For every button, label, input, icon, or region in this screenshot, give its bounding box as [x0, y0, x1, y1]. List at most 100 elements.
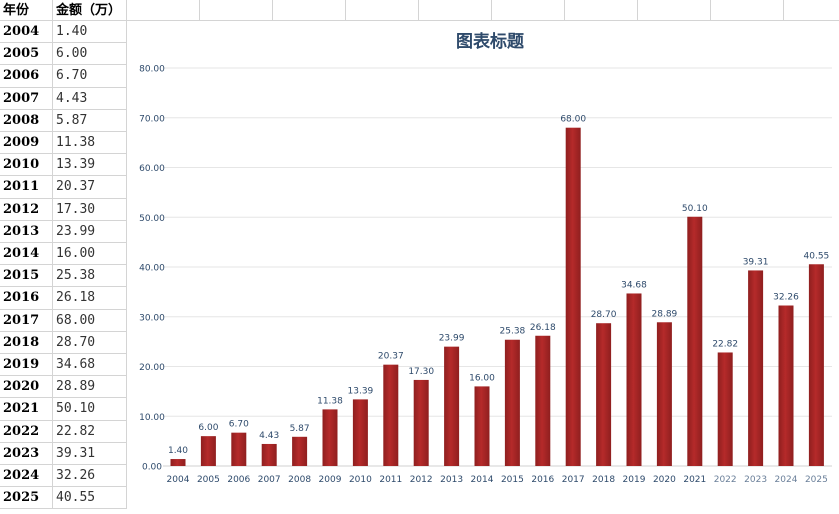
- cell-year[interactable]: 2019: [0, 354, 53, 377]
- chart-svg: 图表标题 0.00 10.00 20.00 30.00 40.00 50.00 60.00 70…: [139, 31, 832, 485]
- x-tick-label: 2013: [440, 475, 463, 485]
- column-gridline: [564, 0, 565, 21]
- bar: [352, 399, 368, 466]
- x-tick-label: 2012: [410, 475, 433, 485]
- data-label: 6.70: [229, 420, 249, 430]
- cell-amount[interactable]: 16.00: [53, 243, 127, 266]
- header-cell-amount[interactable]: 金额（万）: [53, 0, 127, 21]
- column-gridline: [199, 0, 200, 21]
- cell-amount[interactable]: 39.31: [53, 442, 127, 465]
- cell-amount[interactable]: 6.70: [53, 65, 127, 88]
- data-label: 1.40: [168, 446, 188, 456]
- bar: [778, 305, 794, 466]
- x-tick-label: 2010: [349, 475, 372, 485]
- cell-year[interactable]: 2023: [0, 442, 53, 465]
- x-tick-label: 2015: [501, 475, 524, 485]
- cell-year[interactable]: 2006: [0, 65, 53, 88]
- bar: [231, 432, 247, 466]
- column-gridline: [491, 0, 492, 21]
- cell-amount[interactable]: 25.38: [53, 265, 127, 288]
- cell-year[interactable]: 2005: [0, 43, 53, 66]
- data-label: 68.00: [560, 115, 586, 125]
- x-tick-label: 2019: [623, 475, 646, 485]
- column-gridline: [418, 0, 419, 21]
- bar: [717, 352, 733, 466]
- cell-amount[interactable]: 6.00: [53, 43, 127, 66]
- x-tick-label: 2024: [775, 475, 798, 485]
- data-label: 17.30: [408, 367, 434, 377]
- cell-year[interactable]: 2008: [0, 109, 53, 132]
- cell-amount[interactable]: 28.70: [53, 331, 127, 354]
- column-gridline: [345, 0, 346, 21]
- cell-year[interactable]: 2020: [0, 376, 53, 399]
- bar: [748, 270, 764, 466]
- x-tick-label: 2007: [258, 475, 281, 485]
- cell-amount[interactable]: 32.26: [53, 465, 127, 488]
- cell-amount[interactable]: 68.00: [53, 309, 127, 332]
- data-label: 22.82: [712, 339, 738, 349]
- cell-year[interactable]: 2007: [0, 87, 53, 110]
- column-gridline: [710, 0, 711, 21]
- cell-year[interactable]: 2012: [0, 198, 53, 221]
- cell-year[interactable]: 2017: [0, 309, 53, 332]
- x-tick-label: 2005: [197, 475, 220, 485]
- cell-amount[interactable]: 26.18: [53, 287, 127, 310]
- y-tick-label: 20.00: [139, 363, 165, 373]
- x-tick-label: 2017: [562, 475, 585, 485]
- cell-year[interactable]: 2010: [0, 154, 53, 177]
- cell-year[interactable]: 2011: [0, 176, 53, 199]
- cell-year[interactable]: 2018: [0, 331, 53, 354]
- data-label: 5.87: [290, 424, 310, 434]
- cell-amount[interactable]: 22.82: [53, 420, 127, 443]
- data-label: 34.68: [621, 280, 647, 290]
- cell-amount[interactable]: 28.89: [53, 376, 127, 399]
- bar: [656, 322, 672, 466]
- cell-year[interactable]: 2025: [0, 487, 53, 510]
- cell-year[interactable]: 2009: [0, 132, 53, 155]
- cell-amount[interactable]: 13.39: [53, 154, 127, 177]
- cell-year[interactable]: 2015: [0, 265, 53, 288]
- header-cell-year[interactable]: 年份: [0, 0, 53, 21]
- column-gridline: [637, 0, 638, 21]
- x-tick-label: 2006: [227, 475, 250, 485]
- data-label: 40.55: [804, 251, 830, 261]
- y-tick-label: 60.00: [139, 164, 165, 174]
- bar: [200, 436, 216, 466]
- cell-amount[interactable]: 4.43: [53, 87, 127, 110]
- cell-amount[interactable]: 11.38: [53, 132, 127, 155]
- cell-amount[interactable]: 50.10: [53, 398, 127, 421]
- x-tick-label: 2008: [288, 475, 311, 485]
- data-label: 32.26: [773, 293, 799, 303]
- cell-amount[interactable]: 5.87: [53, 109, 127, 132]
- x-tick-label: 2009: [319, 475, 342, 485]
- column-gridline: [272, 0, 273, 21]
- cell-amount[interactable]: 1.40: [53, 21, 127, 44]
- bar-chart[interactable]: 图表标题 0.00 10.00 20.00 30.00 40.00 50.00 60.00 70…: [127, 21, 839, 489]
- bar: [170, 459, 186, 466]
- data-label: 20.37: [378, 352, 404, 362]
- cell-amount[interactable]: 34.68: [53, 354, 127, 377]
- y-tick-label: 70.00: [139, 114, 165, 124]
- x-tick-label: 2025: [805, 475, 828, 485]
- cell-year[interactable]: 2024: [0, 465, 53, 488]
- cell-amount[interactable]: 20.37: [53, 176, 127, 199]
- x-tick-label: 2014: [471, 475, 494, 485]
- data-label: 39.31: [743, 257, 769, 267]
- cell-year[interactable]: 2014: [0, 243, 53, 266]
- chart-title: 图表标题: [456, 31, 525, 52]
- cell-year[interactable]: 2013: [0, 220, 53, 243]
- bar: [261, 443, 277, 466]
- y-tick-label: 30.00: [139, 313, 165, 323]
- x-tick-label: 2022: [714, 475, 737, 485]
- cell-amount[interactable]: 17.30: [53, 198, 127, 221]
- cell-year[interactable]: 2022: [0, 420, 53, 443]
- cell-year[interactable]: 2004: [0, 21, 53, 44]
- cell-year[interactable]: 2021: [0, 398, 53, 421]
- cell-amount[interactable]: 23.99: [53, 220, 127, 243]
- bar: [626, 293, 642, 466]
- cell-amount[interactable]: 40.55: [53, 487, 127, 510]
- data-label: 28.70: [591, 310, 617, 320]
- y-tick-label: 50.00: [139, 214, 165, 224]
- cell-year[interactable]: 2016: [0, 287, 53, 310]
